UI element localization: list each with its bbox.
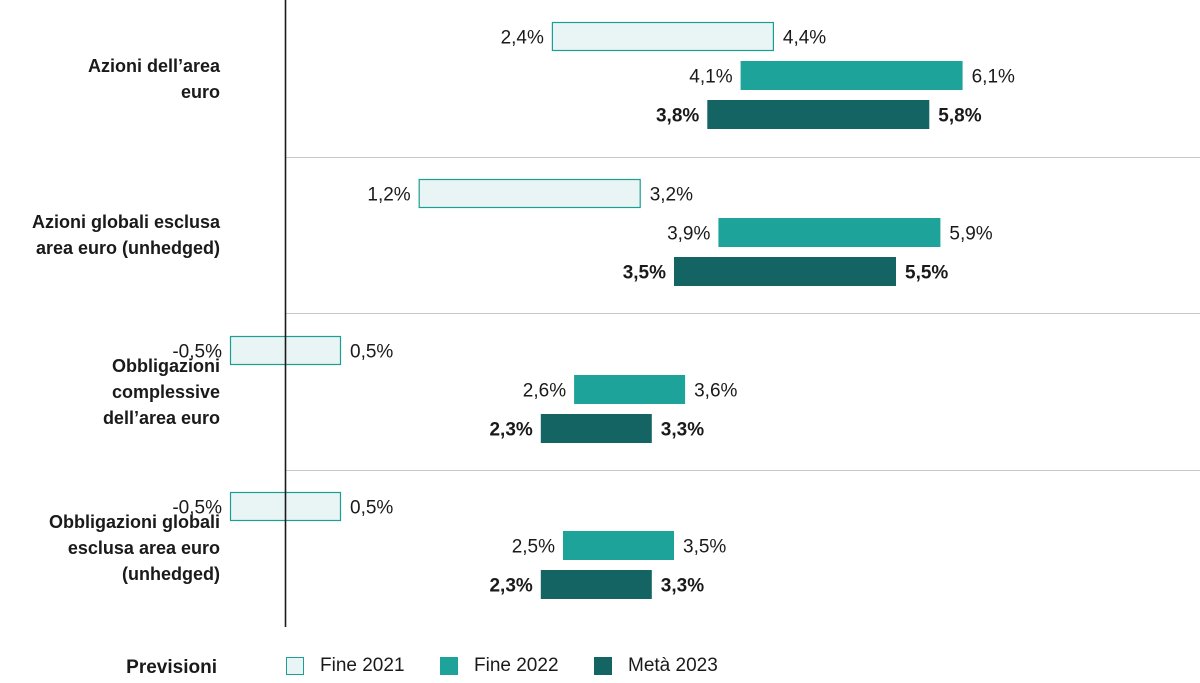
bar-met-2023-3 <box>540 414 652 443</box>
category-label-line: Obbligazioni <box>112 356 220 376</box>
value-label-high: 3,2% <box>650 185 693 206</box>
category-label-line: dell’area euro <box>102 408 220 428</box>
value-label-high: 5,5% <box>905 263 948 284</box>
value-label-high: 5,8% <box>938 106 981 127</box>
category-label: Obbligazioni complessive dell’area euro <box>0 353 220 431</box>
category-label-line: euro <box>180 82 220 102</box>
category-label-line: complessive <box>111 382 220 402</box>
legend-title: Previsioni <box>126 657 217 678</box>
bar-fine-2021-1 <box>551 21 775 52</box>
value-label-high: 3,3% <box>661 420 704 441</box>
bar-met-2023-1 <box>707 100 930 129</box>
value-label-low: 3,9% <box>667 224 710 245</box>
value-label-high: 4,4% <box>783 28 826 49</box>
value-label-low: 2,6% <box>523 381 566 402</box>
value-label-low: 2,5% <box>512 537 555 558</box>
value-label-high: 6,1% <box>972 67 1015 88</box>
category-label-line: Azioni dell’area <box>87 56 220 76</box>
bar-met-2023-2 <box>674 257 896 286</box>
value-label-high: 3,5% <box>683 537 726 558</box>
legend-swatch <box>594 657 612 675</box>
legend-label: Fine 2022 <box>474 655 559 676</box>
value-label-low: 3,8% <box>656 106 699 127</box>
bar-fine-2021-2 <box>418 178 641 209</box>
legend: Previsioni Fine 2021 Fine 2022 Metà 2023 <box>0 655 1200 683</box>
category-label-line: esclusa area euro <box>67 538 220 558</box>
value-label-high: 5,9% <box>949 224 992 245</box>
value-label-high: 3,6% <box>694 381 737 402</box>
value-label-low: 1,2% <box>367 185 410 206</box>
bar-fine-2022-3 <box>574 375 686 404</box>
bar-fine-2022-2 <box>718 218 941 247</box>
bar-fine-2022-1 <box>740 61 963 90</box>
value-label-low: 4,1% <box>689 67 732 88</box>
category-label-line: Azioni globali esclusa <box>31 212 220 232</box>
value-label-low: 3,5% <box>623 263 666 284</box>
value-label-low: 2,3% <box>489 420 532 441</box>
value-label-low: -0,5% <box>172 498 222 519</box>
bar-fine-2022-4 <box>563 531 674 560</box>
legend-label: Fine 2021 <box>320 655 405 676</box>
value-label-low: 2,3% <box>489 576 532 597</box>
category-label: Obbligazioni globali esclusa area euro (un… <box>0 509 220 587</box>
bar-met-2023-4 <box>540 570 652 599</box>
category-separators <box>285 157 1200 471</box>
value-label-high: 0,5% <box>350 342 393 363</box>
value-label-high: 3,3% <box>661 576 704 597</box>
category-label: Azioni dell’area euro <box>0 53 220 105</box>
category-label-line: Obbligazioni globali <box>49 512 220 532</box>
category-label-line: area euro (unhedged) <box>35 238 220 258</box>
value-labels-group: 2,4% 4,4% 4,1% 6,1% 3,8% 5,8% 1,2% 3,2% 3,9% 5,9%… <box>172 28 1015 597</box>
legend-label: Metà 2023 <box>628 655 718 676</box>
category-label: Azioni globali esclusa area euro (unhedge… <box>0 209 220 261</box>
value-label-low: 2,4% <box>501 28 544 49</box>
value-label-high: 0,5% <box>350 498 393 519</box>
value-label-low: -0,5% <box>172 342 222 363</box>
category-label-line: (unhedged) <box>122 564 220 584</box>
bars-group <box>229 21 963 599</box>
legend-swatch <box>440 657 458 675</box>
legend-swatch <box>286 657 304 675</box>
